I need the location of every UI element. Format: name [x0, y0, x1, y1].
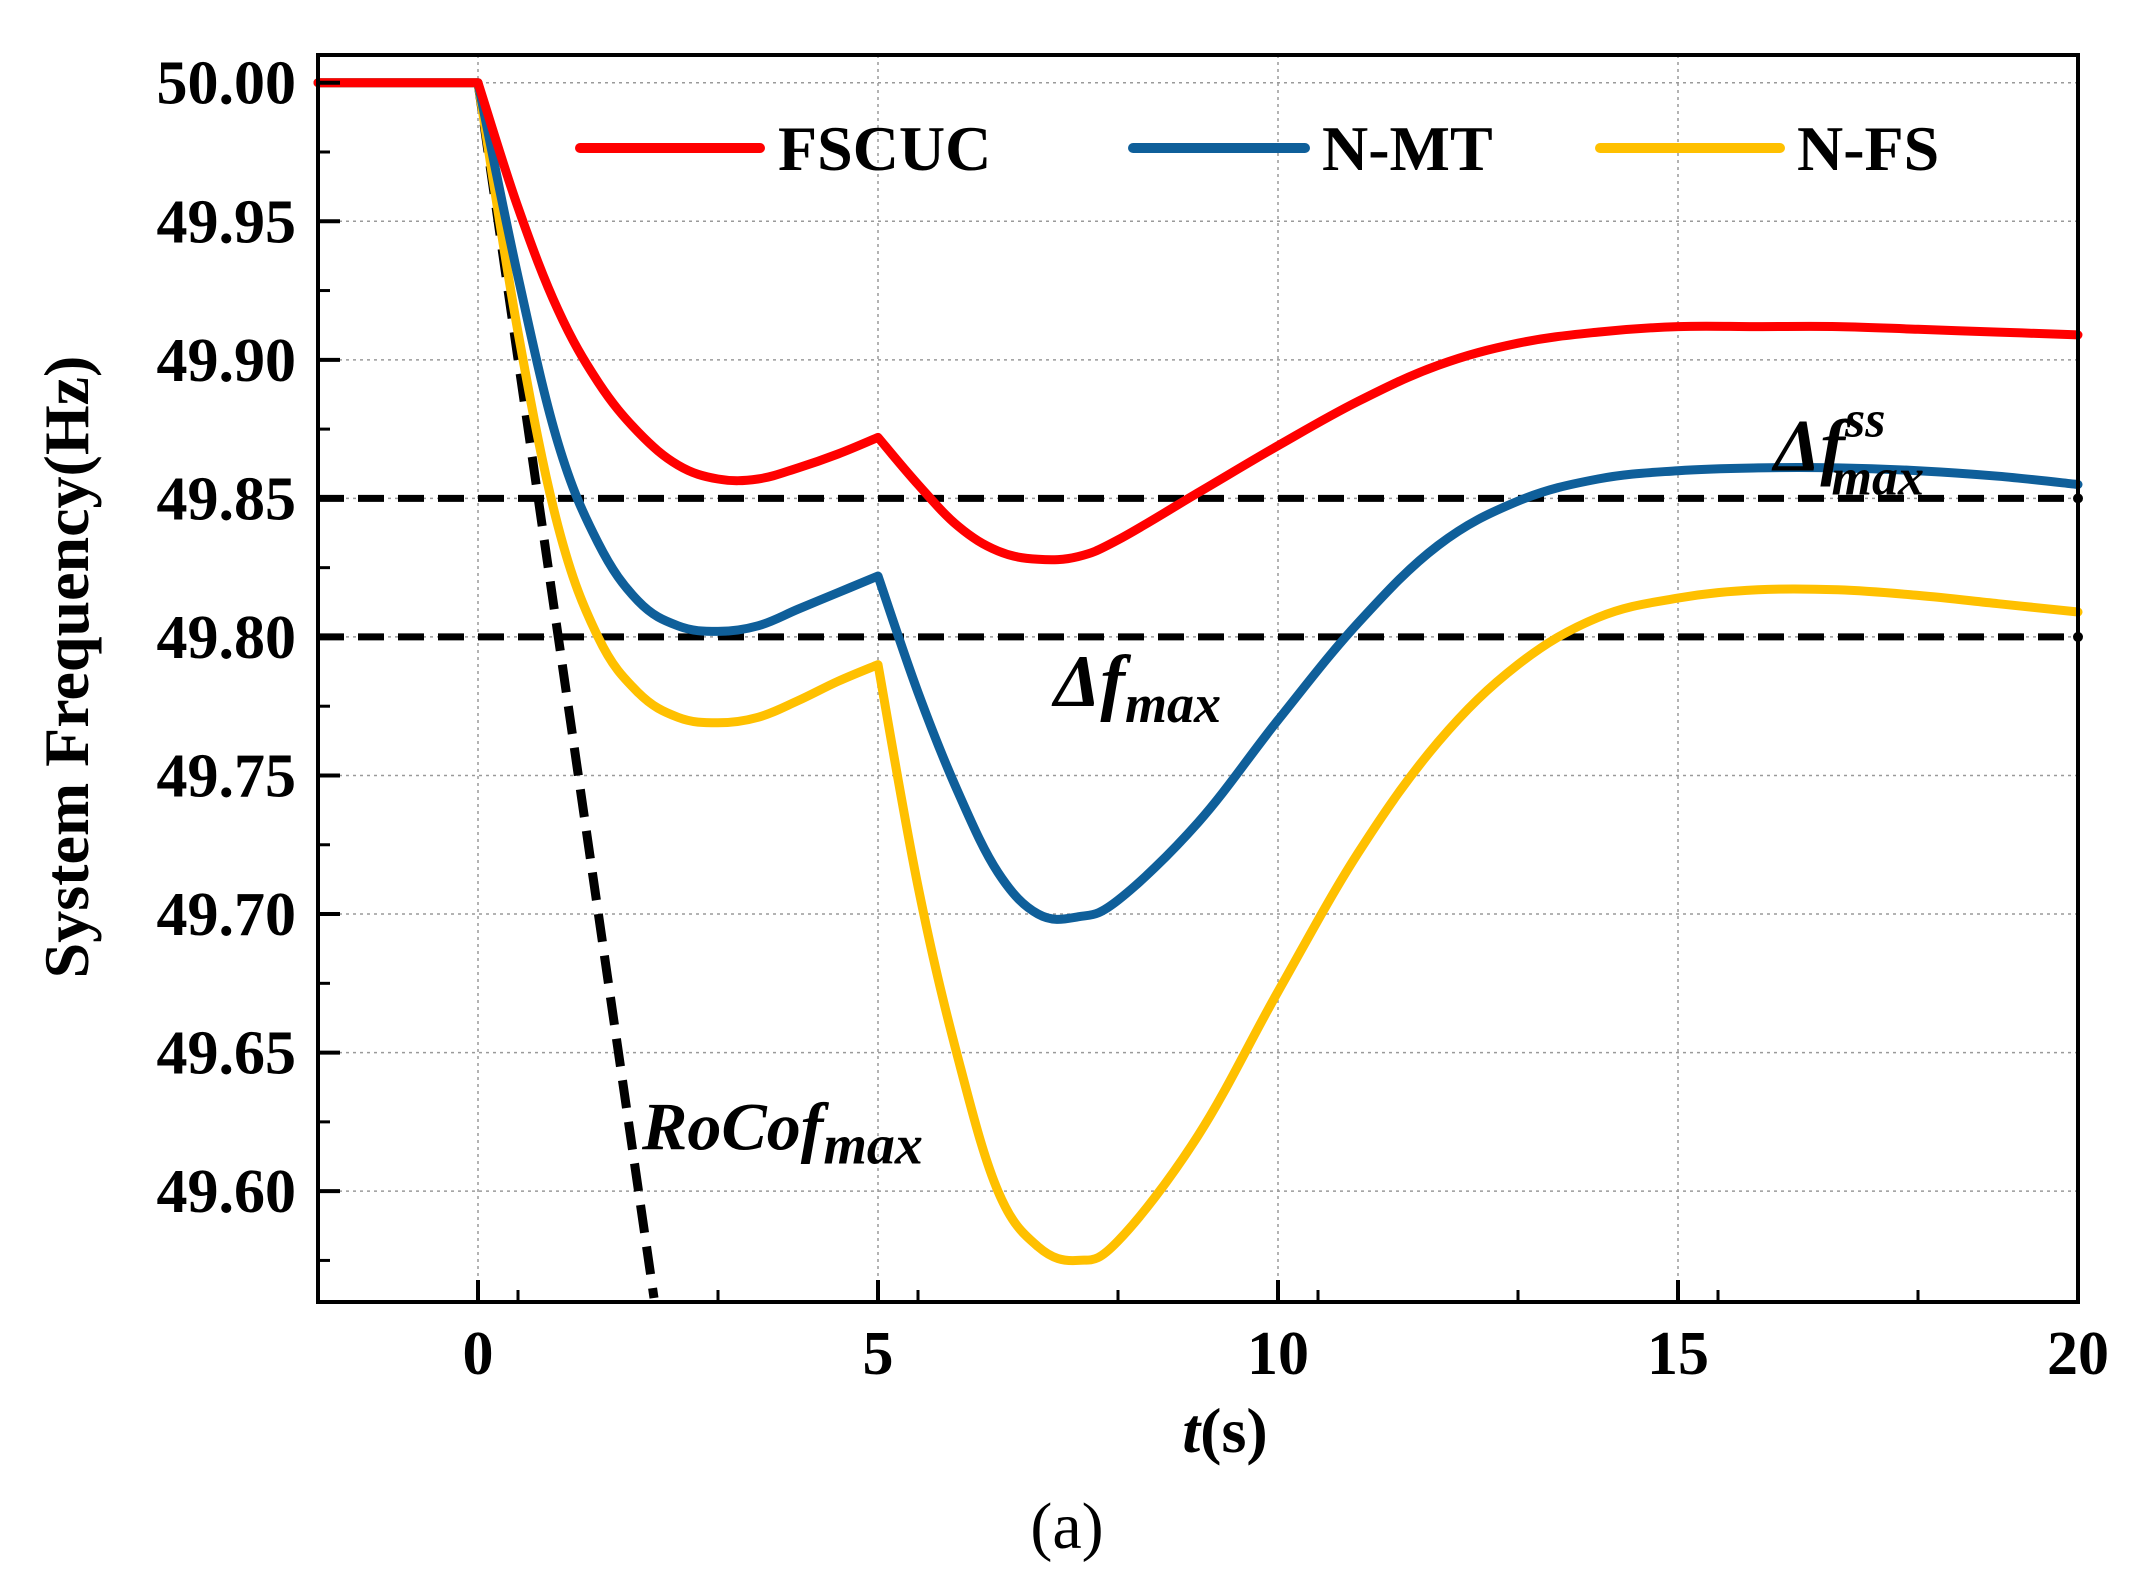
y-tick-label-8: 49.60 — [157, 1158, 297, 1226]
legend-label-fscuc: FSCUC — [778, 113, 991, 184]
x-tick-label-2: 10 — [1247, 1320, 1309, 1388]
y-tick-label-6: 49.70 — [157, 881, 297, 949]
rocof-max-line — [473, 82, 659, 1299]
y-tick-label-3: 49.85 — [157, 465, 297, 533]
figure-caption: (a) — [1030, 1490, 1103, 1563]
series-lines — [313, 78, 2083, 1266]
legend-label-n-mt: N-MT — [1322, 113, 1493, 184]
annotation-delta-f-max: Δfmax — [1051, 641, 1221, 734]
y-axis-title: System Frequency(Hz) — [31, 356, 102, 979]
series-line-n-fs — [313, 78, 2083, 1266]
x-tick-label-0: 0 — [463, 1320, 494, 1388]
annotation-delta-f-ss-max: Δfss max — [1771, 392, 1924, 507]
x-tick-label-1: 5 — [863, 1320, 894, 1388]
series-line-fscuc — [313, 78, 2083, 565]
x-tick-label-3: 15 — [1647, 1320, 1709, 1388]
rocof-line — [473, 82, 659, 1299]
y-tick-label-4: 49.80 — [157, 604, 297, 672]
x-axis-title: t(s) — [1182, 1395, 1267, 1466]
y-tick-label-0: 50.00 — [157, 50, 297, 118]
y-tick-label-2: 49.90 — [157, 327, 297, 395]
y-ticks: 50.00 49.95 49.90 49.85 49.80 49.75 49.70 49.65… — [157, 50, 340, 1226]
x-ticks: 0 5 10 15 20 — [463, 1280, 2109, 1388]
x-tick-label-4: 20 — [2047, 1320, 2109, 1388]
legend: FSCUC N-MT N-FS — [575, 113, 1939, 184]
annotation-rocof-max: RoCofmax — [641, 1089, 923, 1177]
plot-frame — [316, 53, 2080, 1304]
y-tick-label-1: 49.95 — [157, 188, 297, 256]
y-tick-label-7: 49.65 — [157, 1020, 297, 1088]
y-tick-label-5: 49.75 — [157, 742, 297, 810]
series-line-n-mt — [313, 78, 2083, 924]
legend-label-n-fs: N-FS — [1797, 113, 1939, 184]
